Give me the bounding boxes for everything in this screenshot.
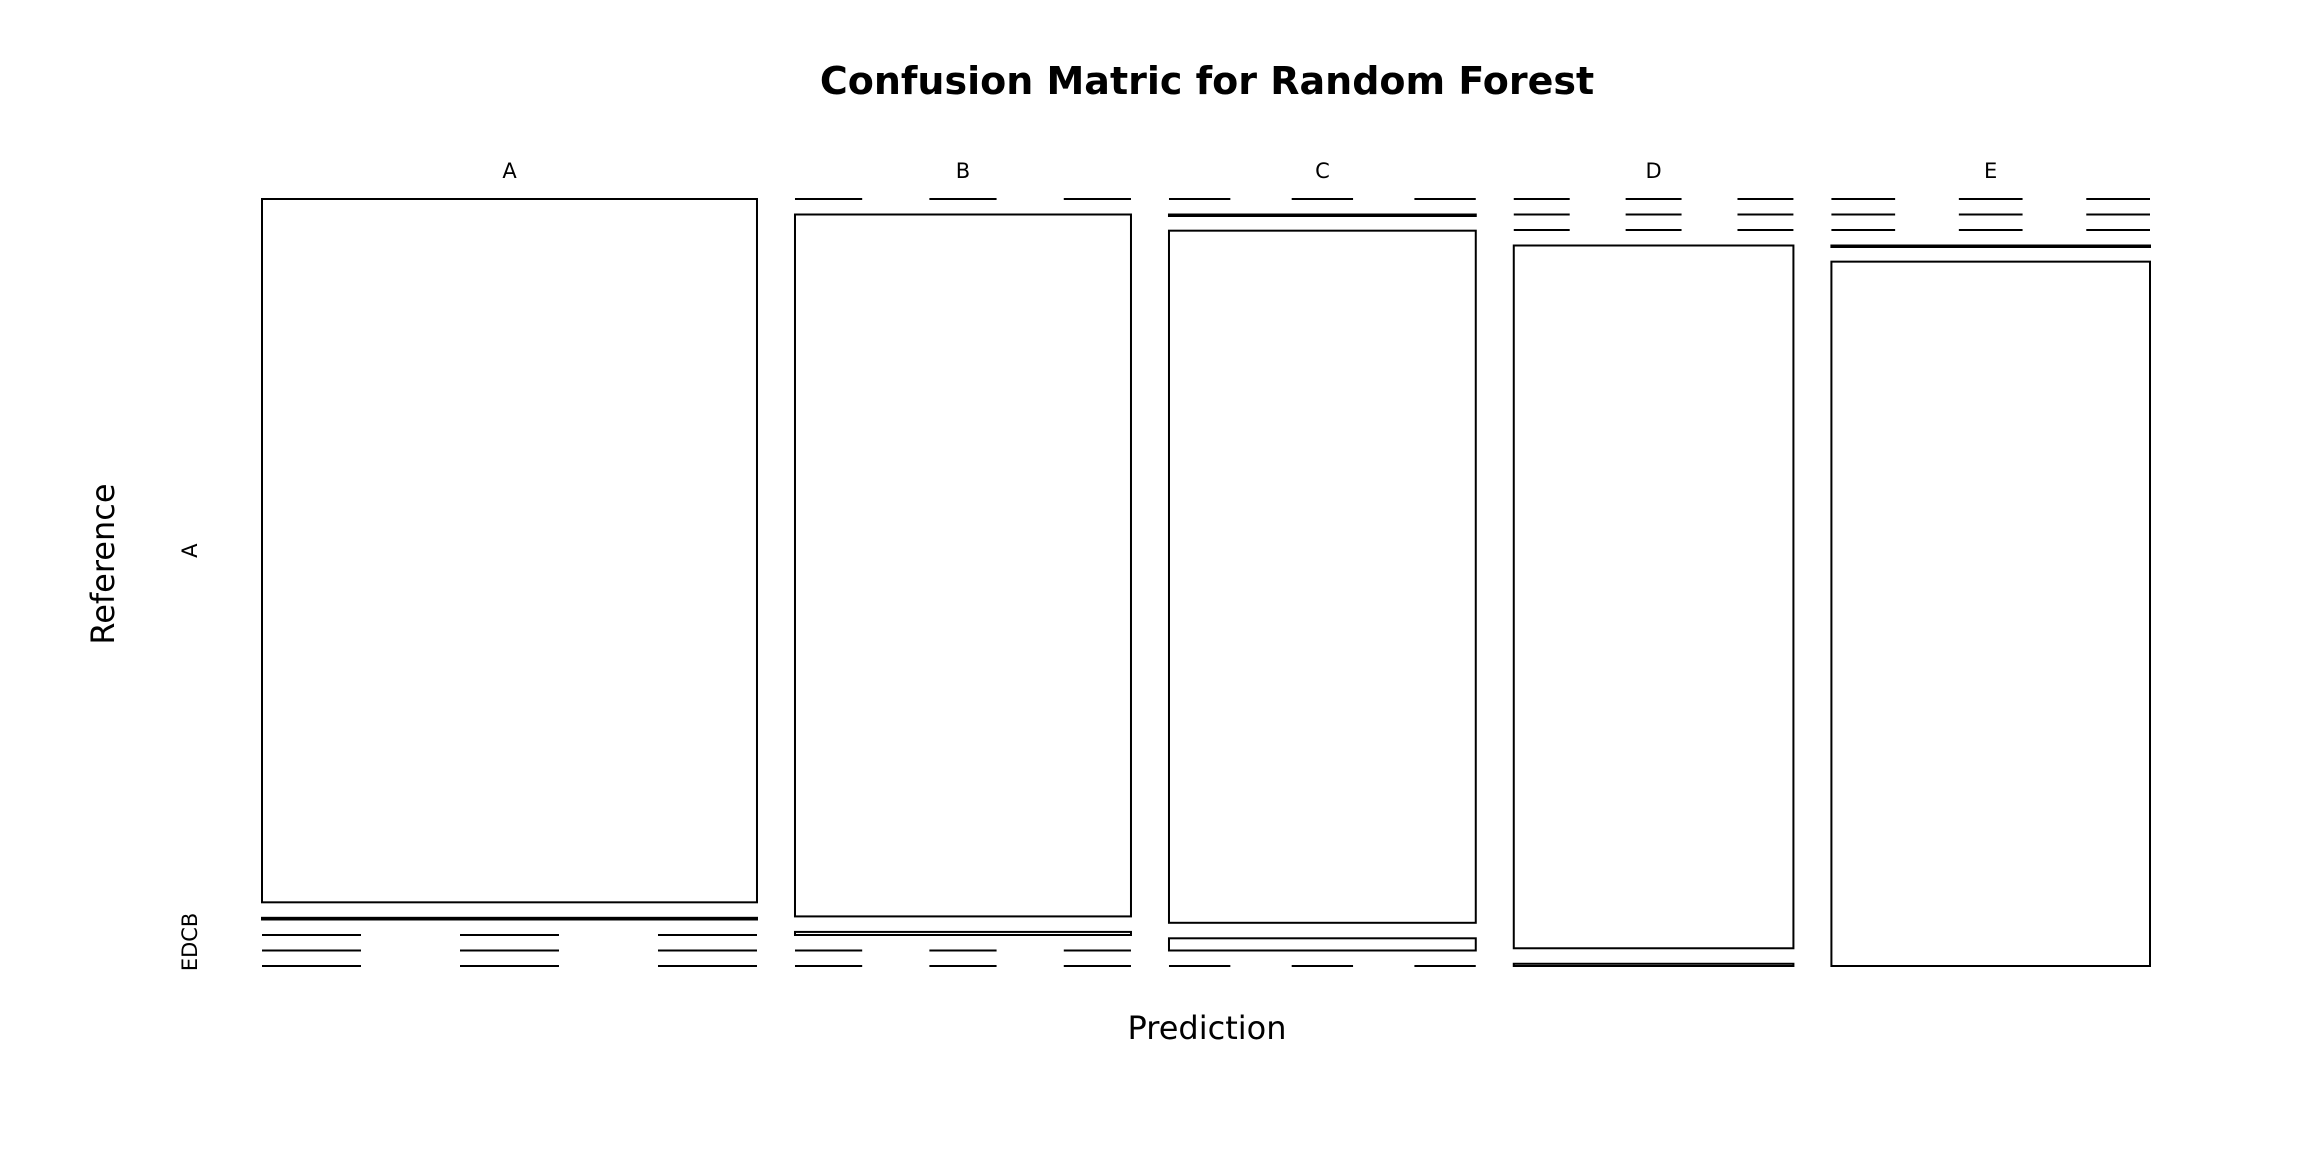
x-axis-title: Prediction: [1128, 1009, 1287, 1047]
prediction-label-e: E: [1984, 159, 1997, 183]
tile-pred-b-ref-b: [793, 213, 1132, 918]
y-axis-title: Reference: [84, 483, 122, 644]
tile-pred-b-ref-c: [793, 930, 1132, 936]
tile-pred-d-ref-e: [1512, 962, 1795, 968]
tile-pred-e-ref-d: [1830, 244, 2152, 248]
mosaic-tiles: [261, 198, 2152, 968]
tile-pred-a-ref-a: [261, 198, 758, 904]
tile-pred-d-ref-d: [1512, 244, 1795, 950]
prediction-label-c: C: [1315, 159, 1330, 183]
tile-pred-c-ref-d: [1167, 937, 1477, 952]
reference-label-2: EDCB: [178, 913, 202, 972]
tile-pred-e-ref-e: [1830, 260, 2152, 967]
prediction-label-b: B: [956, 159, 970, 183]
tile-pred-a-ref-b: [261, 916, 758, 921]
chart-title: Confusion Matric for Random Forest: [820, 59, 1594, 103]
reference-tick-labels: A EDCB: [178, 543, 202, 971]
tile-pred-c-ref-c: [1167, 229, 1477, 924]
prediction-label-a: A: [502, 159, 517, 183]
reference-label-1: A: [178, 543, 202, 558]
tile-pred-c-ref-b: [1167, 213, 1477, 217]
prediction-tick-labels: A B C D E: [502, 159, 1997, 183]
prediction-label-d: D: [1646, 159, 1662, 183]
